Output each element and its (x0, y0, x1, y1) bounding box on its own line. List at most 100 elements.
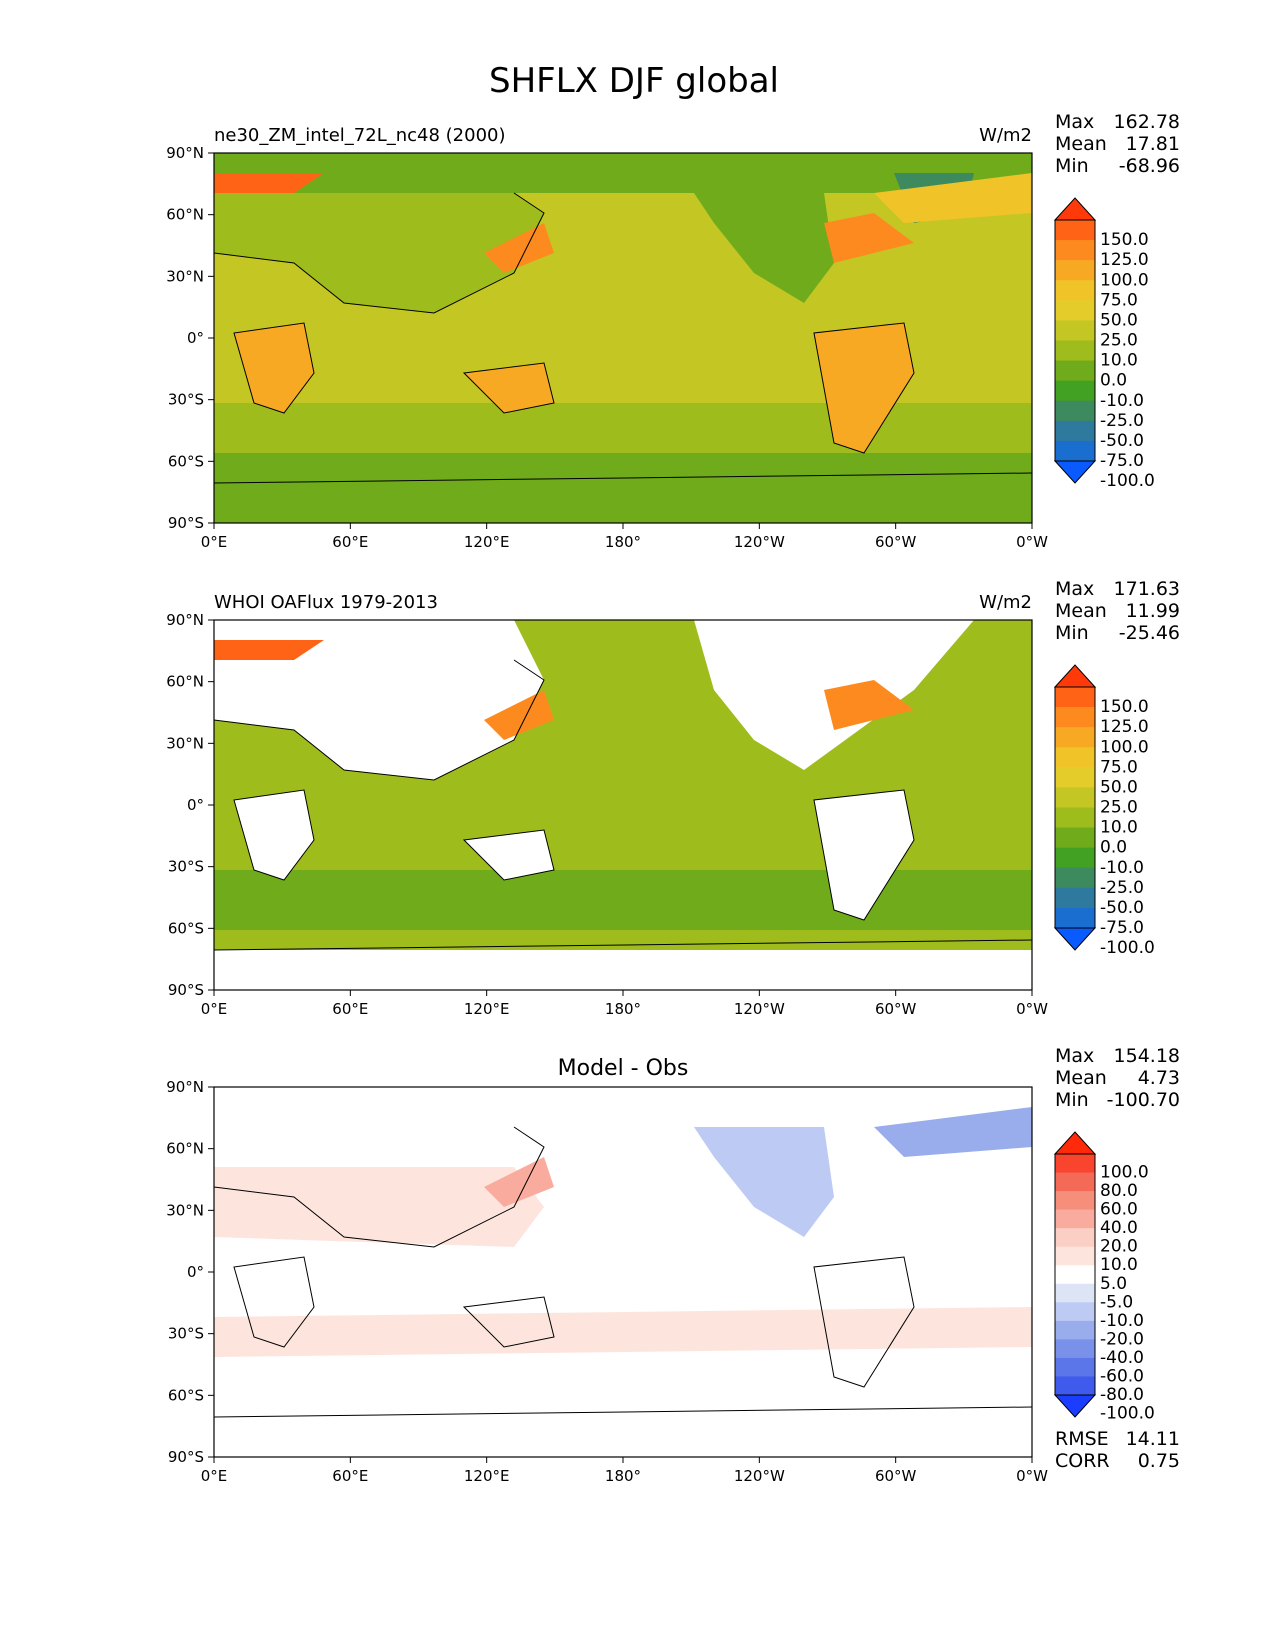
x-tick-label: 180° (605, 533, 641, 551)
y-tick-label: 30°S (168, 858, 204, 876)
y-tick-label: 90°S (168, 514, 204, 532)
stat-label: Max (1055, 111, 1094, 133)
metric-label: RMSE (1055, 1428, 1109, 1450)
colorbar-swatch (1055, 747, 1095, 768)
colorbar-label: 40.0 (1100, 1218, 1138, 1238)
colorbar-extend-top (1053, 197, 1097, 221)
colorbar-label: 0.0 (1100, 838, 1127, 858)
colorbar-swatch (1055, 400, 1095, 422)
figure-title: SHFLX DJF global (489, 61, 779, 101)
panel-units: W/m2 (979, 592, 1032, 613)
x-tick-label: 120°W (734, 533, 785, 551)
y-tick-label: 30°N (166, 267, 204, 285)
colorbar-swatch (1055, 1172, 1095, 1192)
x-tick-label: 60°E (332, 1467, 368, 1485)
colorbar-swatch (1055, 907, 1095, 929)
colorbar-label: -60.0 (1100, 1366, 1144, 1386)
coastlines-diff (214, 1126, 1032, 1418)
colorbar-swatch (1055, 847, 1095, 869)
stat-value: 4.73 (1138, 1067, 1180, 1089)
colorbar-swatch (1055, 1191, 1095, 1211)
x-tick-label: 0°W (1016, 1467, 1048, 1485)
x-tick-label: 120°E (464, 1467, 510, 1485)
colorbar-swatch (1055, 727, 1095, 748)
colorbar-label: 150.0 (1100, 230, 1149, 250)
colorbar-extend-bottom (1053, 1394, 1097, 1418)
stat-value: -25.46 (1119, 622, 1180, 644)
colorbar-label: 125.0 (1100, 250, 1149, 270)
x-tick-label: 0°E (201, 1467, 228, 1485)
panel-center-title: Model - Obs (558, 1056, 689, 1081)
colorbar-label: -100.0 (1100, 1404, 1155, 1424)
x-tick-label: 0°E (201, 533, 228, 551)
colorbar-swatch (1055, 707, 1095, 728)
y-tick-label: 60°S (168, 919, 204, 937)
coastlines-model (214, 192, 1032, 484)
colorbar-label: 100.0 (1100, 270, 1149, 290)
stat-value: 17.81 (1126, 133, 1180, 155)
colorbar-label: -25.0 (1100, 878, 1144, 898)
colorbar-swatch (1055, 687, 1095, 708)
colorbar-swatch (1055, 360, 1095, 382)
map-field-model (214, 153, 1032, 523)
y-tick-label: 30°N (166, 734, 204, 752)
stat-label: Min (1055, 1089, 1089, 1111)
y-tick-label: 30°S (168, 391, 204, 409)
colorbar-label: -80.0 (1100, 1385, 1144, 1405)
colorbar-frame (1054, 1153, 1096, 1396)
colorbar-label: -75.0 (1100, 918, 1144, 938)
y-tick-label: 0° (187, 1263, 204, 1281)
y-tick-label: 60°N (166, 1140, 204, 1158)
colorbar-swatch (1055, 440, 1095, 462)
colorbar-label: 125.0 (1100, 717, 1149, 737)
colorbar-swatch (1055, 340, 1095, 362)
colorbar-extend-bottom (1053, 460, 1097, 484)
colorbar-label: 150.0 (1100, 697, 1149, 717)
colorbar-swatch (1055, 420, 1095, 442)
colorbar-label: -10.0 (1100, 858, 1144, 878)
stat-value: 171.63 (1114, 578, 1180, 600)
colorbar-swatch (1055, 827, 1095, 849)
stat-label: Min (1055, 622, 1089, 644)
colorbar-label: -40.0 (1100, 1348, 1144, 1368)
colorbar-swatch (1055, 1209, 1095, 1229)
colorbar-label: 5.0 (1100, 1274, 1127, 1294)
x-tick-label: 180° (605, 1000, 641, 1018)
colorbar-swatch (1055, 1228, 1095, 1248)
colorbar-label: 60.0 (1100, 1200, 1138, 1220)
stat-label: Mean (1055, 133, 1107, 155)
y-tick-label: 0° (187, 329, 204, 347)
coastlines-obs (214, 659, 1032, 951)
colorbar-label: 10.0 (1100, 351, 1138, 371)
metric-value: 14.11 (1126, 1428, 1180, 1450)
y-tick-label: 90°S (168, 1448, 204, 1466)
x-tick-label: 0°W (1016, 533, 1048, 551)
colorbar-swatch (1055, 1265, 1095, 1285)
colorbar-extend-top (1053, 1131, 1097, 1155)
x-tick-label: 120°E (464, 533, 510, 551)
x-tick-label: 60°E (332, 533, 368, 551)
colorbar-swatch (1055, 1154, 1095, 1174)
colorbar-frame (1054, 686, 1096, 929)
colorbar-swatch (1055, 867, 1095, 889)
x-tick-label: 60°W (875, 1000, 917, 1018)
colorbar-swatch (1055, 1283, 1095, 1303)
colorbar-swatch (1055, 1357, 1095, 1377)
x-tick-label: 120°W (734, 1467, 785, 1485)
y-tick-label: 0° (187, 796, 204, 814)
y-tick-label: 60°S (168, 1386, 204, 1404)
stat-value: 154.18 (1114, 1045, 1180, 1067)
colorbar-swatch (1055, 787, 1095, 808)
stat-value: -100.70 (1107, 1089, 1180, 1111)
stat-value: -68.96 (1119, 155, 1180, 177)
y-tick-label: 90°N (166, 144, 204, 162)
x-tick-label: 0°E (201, 1000, 228, 1018)
colorbar-swatch (1055, 1302, 1095, 1322)
colorbar-label: -10.0 (1100, 1311, 1144, 1331)
y-tick-label: 60°S (168, 452, 204, 470)
colorbar-label: -50.0 (1100, 431, 1144, 451)
panel-obs (213, 619, 1033, 991)
metric-label: CORR (1055, 1450, 1110, 1472)
stat-label: Mean (1055, 600, 1107, 622)
colorbar-swatch (1055, 1320, 1095, 1340)
